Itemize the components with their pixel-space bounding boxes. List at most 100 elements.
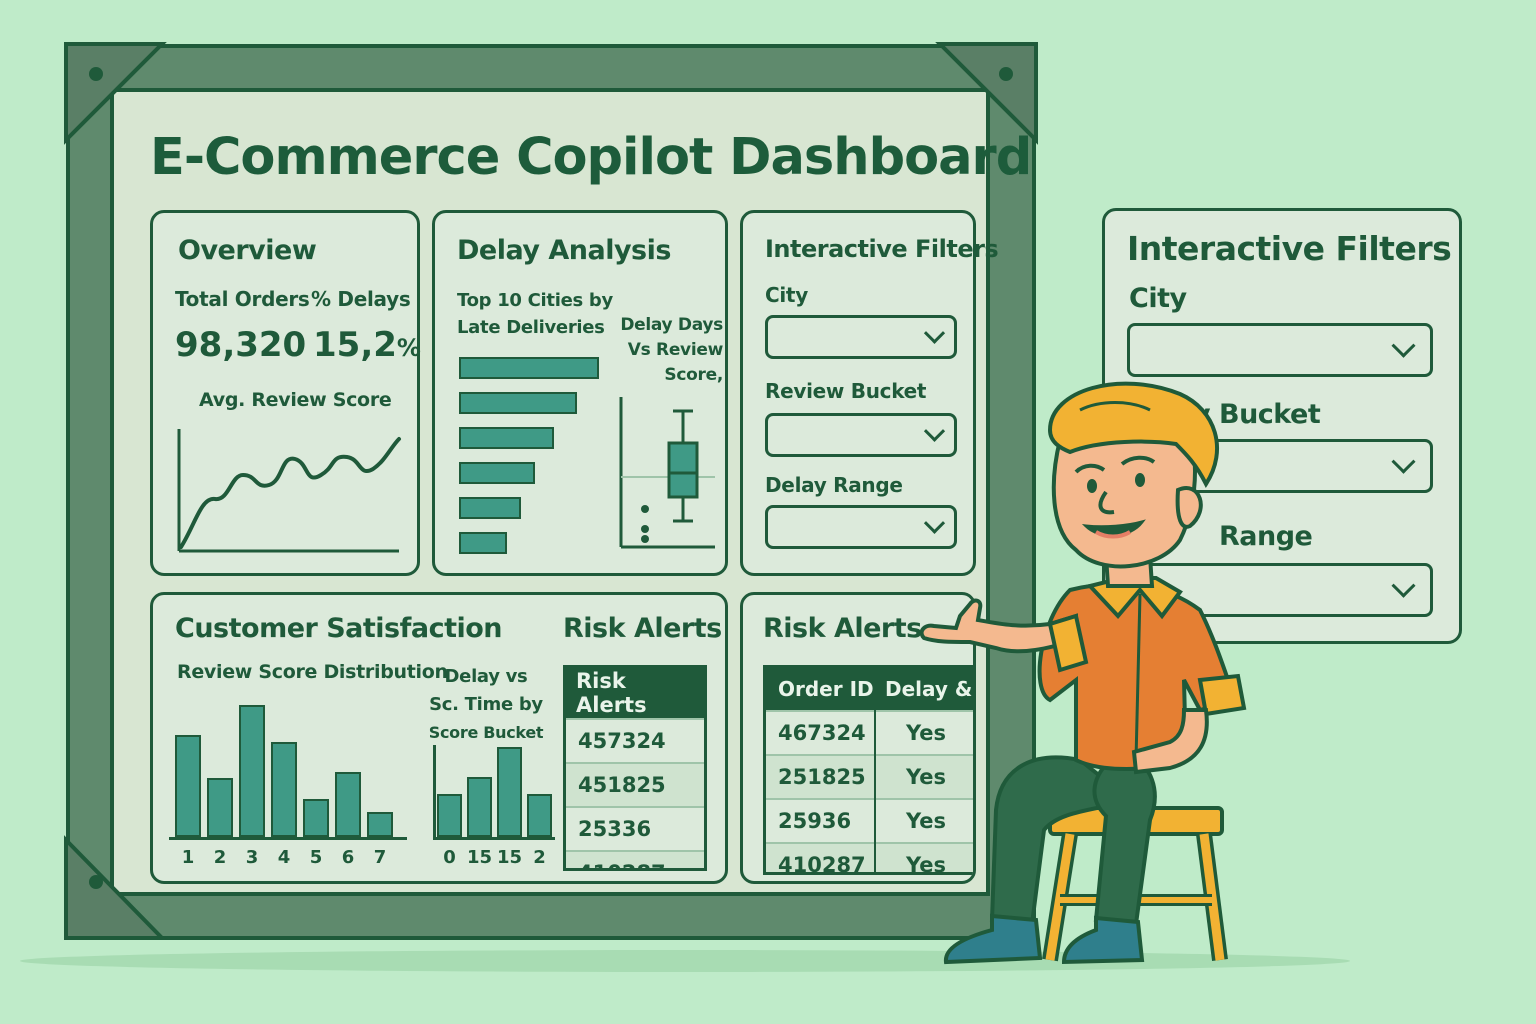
table-row[interactable]: 25336 — [566, 806, 704, 851]
order-id-column-header: Order ID — [766, 668, 875, 711]
top-cities-caption-line1: Top 10 Cities by — [457, 290, 613, 311]
hair — [1047, 381, 1220, 489]
corner-bracket-top-right — [935, 42, 1038, 145]
delay-score-caption-line2: Sc. Time by — [429, 694, 543, 715]
right-shoe — [1061, 915, 1145, 965]
order-id-cell: 467324 — [766, 710, 876, 755]
review-score-tick: 5 — [309, 847, 323, 868]
delays-label: % Delays — [311, 287, 411, 311]
review-score-tick: 2 — [213, 847, 227, 868]
review-score-bar — [271, 742, 297, 837]
top-cities-bar-chart — [459, 357, 599, 567]
delays-number: 15,2 — [313, 325, 397, 365]
filters-panel: Interactive Filters City Review Bucket D… — [740, 210, 999, 576]
review-score-bar — [335, 772, 361, 837]
chevron-down-icon — [1391, 573, 1416, 598]
delay-score-caption-line1: Delay vs — [444, 666, 528, 687]
presenter-character — [919, 381, 1247, 965]
table-row[interactable]: 251825 Yes — [766, 754, 973, 799]
risk-mini-cell: 451825 — [566, 762, 704, 807]
side-filters-heading: Interactive Filters — [1127, 229, 1452, 268]
risk-alerts-heading: Risk Alerts — [763, 613, 922, 644]
city-bar — [459, 357, 599, 379]
city-bar — [459, 462, 535, 484]
filters-heading: Interactive Filters — [765, 235, 999, 263]
risk-mini-cell: 457324 — [566, 718, 704, 763]
delay-score-tick-labels: 0 15 15 2 — [437, 847, 553, 871]
review-bucket-select[interactable] — [765, 413, 957, 457]
review-distribution-caption: Review Score Distribution — [177, 661, 448, 683]
overview-panel: Overview Total Orders % Delays 98,320 15… — [150, 210, 421, 576]
box-plot-caption: Delay Days Vs Review Score, — [611, 313, 723, 388]
delay-score-caption-line3: Score Bucket — [428, 723, 544, 742]
city-bar — [459, 532, 507, 554]
table-row[interactable]: 25936 Yes — [766, 798, 973, 843]
review-score-bar — [175, 735, 201, 837]
avg-review-label: Avg. Review Score — [199, 389, 392, 411]
delay-bucket-tick: 15 — [497, 847, 523, 868]
delay-flag-cell: Yes — [875, 842, 973, 872]
city-bar — [459, 497, 521, 519]
top-cities-caption-line2: Late Deliveries — [457, 317, 605, 338]
customer-satisfaction-heading: Customer Satisfaction — [175, 613, 503, 644]
legs — [943, 753, 1157, 965]
risk-mini-header: Risk Alerts — [566, 668, 704, 719]
review-score-tick: 4 — [277, 847, 291, 868]
customer-satisfaction-panel: Customer Satisfaction Review Score Distr… — [150, 592, 728, 884]
city-bar — [459, 427, 554, 449]
table-row[interactable]: 467324 Yes — [766, 710, 973, 755]
delay-range-select[interactable] — [765, 505, 957, 549]
box-plot-outlier — [641, 505, 649, 513]
delay-bucket-tick: 15 — [467, 847, 493, 868]
review-score-bar — [239, 705, 265, 837]
risk-mini-cell: 410287 — [566, 850, 704, 868]
delay-bucket-bar — [527, 794, 552, 837]
risk-mini-cell: 25336 — [566, 806, 704, 851]
box-plot-outlier — [641, 525, 649, 533]
table-row[interactable]: 457324 — [566, 718, 704, 763]
order-id-cell: 410287 — [766, 842, 876, 872]
delay-bucket-bar — [497, 747, 522, 837]
review-bucket-label: Review Bucket — [765, 379, 927, 403]
delay-review-box-plot — [619, 397, 715, 549]
delay-bucket-bar — [467, 777, 492, 837]
delay-flag-cell: Yes — [875, 710, 973, 755]
left-shoe — [943, 913, 1043, 965]
corner-bracket-top-left — [64, 42, 167, 145]
box-plot-outlier — [641, 535, 649, 543]
delays-value: 15,2% — [313, 325, 421, 365]
side-city-label: City — [1129, 283, 1187, 314]
side-city-select[interactable] — [1127, 323, 1433, 377]
side-bucket-label: y Bucket — [1193, 399, 1321, 430]
table-row[interactable]: 451825 — [566, 762, 704, 807]
delay-score-bar-chart — [437, 747, 553, 837]
review-score-tick: 6 — [341, 847, 355, 868]
review-trend-line-chart — [177, 429, 401, 553]
delay-score-y-axis — [433, 745, 436, 839]
overview-heading: Overview — [178, 235, 317, 266]
delay-bucket-bar — [437, 794, 462, 837]
risk-alerts-table: Order ID Delay & e 467324 Yes 251825 Yes… — [763, 665, 973, 875]
side-range-label: Range — [1219, 521, 1313, 552]
city-filter-label: City — [765, 283, 808, 307]
table-row[interactable]: 410287 Yes — [766, 842, 973, 872]
review-score-bar — [303, 799, 329, 837]
review-trend-line — [179, 437, 401, 549]
delay-bucket-tick: 0 — [443, 847, 456, 868]
table-row[interactable]: 410287 — [566, 850, 704, 868]
delay-score-x-axis — [433, 837, 555, 840]
delay-flag-cell: Yes — [875, 754, 973, 799]
delay-analysis-heading: Delay Analysis — [457, 235, 671, 266]
total-orders-value: 98,320 — [175, 325, 307, 365]
chevron-down-icon — [1391, 449, 1416, 474]
delay-analysis-panel: Delay Analysis Top 10 Cities by Late Del… — [432, 210, 728, 576]
box-plot-caption-line3: Score, — [664, 365, 723, 385]
chevron-down-icon — [923, 322, 946, 344]
box-plot-caption-line2: Vs Review — [627, 340, 724, 360]
delay-range-label: Delay Range — [765, 473, 903, 497]
top-cities-caption: Top 10 Cities by Late Deliveries — [457, 287, 613, 341]
delay-column-header: Delay & e — [875, 668, 973, 711]
city-select[interactable] — [765, 315, 957, 359]
delays-unit: % — [396, 334, 421, 362]
